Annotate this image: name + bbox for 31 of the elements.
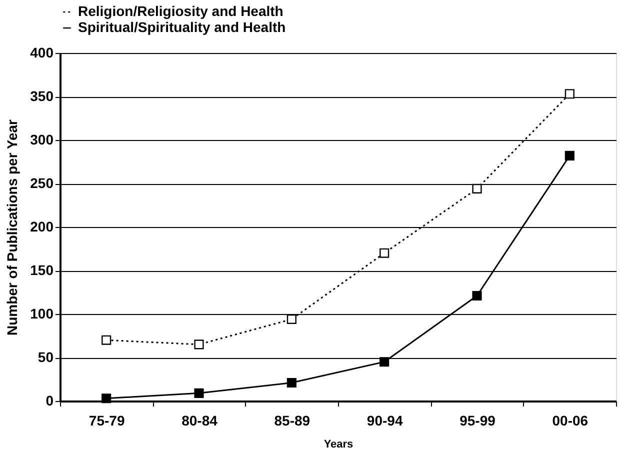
y-axis-title: Number of Publications per Year <box>4 118 20 336</box>
point <box>286 314 296 324</box>
y-tick-label: 200 <box>30 218 54 234</box>
point <box>286 378 296 388</box>
point <box>102 394 112 404</box>
y-tick-label: 0 <box>46 392 54 408</box>
y-tick-label: 400 <box>30 44 54 60</box>
point <box>564 150 574 160</box>
x-tick-label: 90-94 <box>366 412 403 428</box>
point <box>564 89 574 99</box>
y-tick-label: 250 <box>30 175 54 191</box>
y-tick-label: 350 <box>30 88 54 104</box>
y-tick-label: 50 <box>38 349 54 365</box>
x-tick-label: 95-99 <box>460 412 496 428</box>
y-tick-label: 100 <box>30 306 54 322</box>
point <box>194 340 204 350</box>
point <box>380 248 390 258</box>
y-tick-label: 300 <box>30 132 54 148</box>
x-tick-label: 80-84 <box>182 412 218 428</box>
point <box>380 357 390 367</box>
point <box>472 290 482 301</box>
point <box>102 335 112 345</box>
point <box>472 184 482 194</box>
legend-label: Spiritual/Spirituality and Health <box>78 19 286 35</box>
x-tick-label: 75-79 <box>88 412 125 428</box>
x-axis-title: Years <box>324 438 354 450</box>
y-tick-label: 150 <box>30 262 54 278</box>
x-tick-label: 00-06 <box>552 412 588 428</box>
x-tick-label: 85-89 <box>274 412 310 428</box>
point <box>194 388 204 398</box>
legend-label: Religion/Religiosity and Health <box>78 3 284 19</box>
